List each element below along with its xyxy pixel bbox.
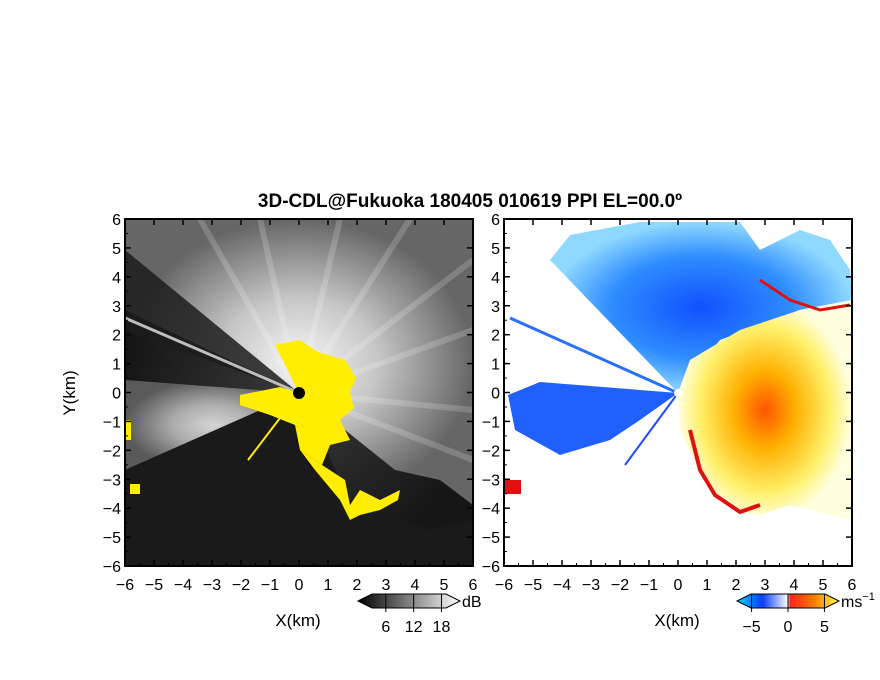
right-edge-echo	[505, 480, 521, 494]
left-north-dark-wedge	[125, 250, 299, 393]
left-plot-area	[125, 219, 473, 566]
y-tick-label: −4	[103, 501, 121, 518]
x-tick-label: −4	[174, 577, 192, 594]
x-tick-label: 0	[674, 577, 683, 594]
colorbar-velocity: −5 0 5 ms−1	[735, 591, 875, 636]
y-tick-label: −2	[103, 443, 121, 460]
y-tick-label: 2	[491, 328, 500, 345]
y-tick-label: 6	[112, 212, 121, 229]
y-tick-label: 6	[491, 212, 500, 229]
left-xlabel: X(km)	[275, 611, 320, 630]
x-tick-label: 5	[440, 577, 449, 594]
y-tick-label: 3	[491, 299, 500, 316]
x-tick-label: −3	[582, 577, 600, 594]
x-tick-label: 3	[382, 577, 391, 594]
y-tick-label: −3	[482, 472, 500, 489]
x-tick-label: −6	[495, 577, 513, 594]
right-red-northeast	[759, 278, 851, 312]
x-tick-label: 2	[732, 577, 741, 594]
colorbar-tick-label: 5	[820, 619, 829, 636]
y-tick-label: −3	[103, 472, 121, 489]
colorbar-tick-label: 12	[405, 619, 423, 636]
x-tick-label: 6	[469, 577, 478, 594]
right-beam-trace	[509, 316, 679, 395]
left-panel: −6 −5 −4 −3 −2 −1 0 1 2 3 4 5 6 −6 −5 −4 −3 −2 −1 0 1 2 3 4 5 6 X…	[60, 212, 478, 630]
y-tick-label: 4	[491, 270, 500, 287]
left-beam-trace	[125, 316, 300, 395]
y-tick-label: 2	[112, 328, 121, 345]
left-edge-echo-2	[130, 484, 140, 494]
x-tick-label: 1	[703, 577, 712, 594]
colorbar-db-unit: dB	[462, 594, 482, 611]
x-tick-label: −4	[553, 577, 571, 594]
right-red-rim	[688, 429, 761, 515]
x-tick-label: 1	[324, 577, 333, 594]
x-tick-label: 4	[411, 577, 420, 594]
left-edge-echo	[125, 420, 131, 440]
colorbar-velocity-unit: ms−1	[841, 591, 875, 611]
y-tick-label: 4	[112, 270, 121, 287]
x-tick-label: −5	[524, 577, 542, 594]
y-tick-label: −1	[103, 414, 121, 431]
x-tick-label: −3	[203, 577, 221, 594]
y-tick-label: −4	[482, 501, 500, 518]
y-tick-label: 0	[112, 386, 121, 403]
y-tick-label: 1	[112, 357, 121, 374]
y-tick-label: 5	[491, 241, 500, 258]
right-origin-marker	[674, 389, 682, 397]
x-tick-label: 0	[295, 577, 304, 594]
x-tick-label: −1	[261, 577, 279, 594]
right-north-cool-sector	[550, 222, 852, 393]
y-tick-label: −1	[482, 414, 500, 431]
right-plot-area	[504, 219, 852, 566]
colorbar-velocity-unit-base: ms	[841, 594, 862, 611]
right-axes: −6 −5 −4 −3 −2 −1 0 1 2 3 4 5 6 −6 −5 −4 −3 −2 −1 0 1 2 3 4 5 6	[482, 212, 857, 594]
right-panel: −6 −5 −4 −3 −2 −1 0 1 2 3 4 5 6 −6 −5 −4 −3 −2 −1 0 1 2 3 4 5 6 X…	[482, 212, 857, 630]
chart-title: 3D-CDL@Fukuoka 180405 010619 PPI EL=00.0…	[258, 191, 682, 212]
y-tick-label: 5	[112, 241, 121, 258]
x-tick-label: −2	[611, 577, 629, 594]
y-tick-label: −6	[482, 559, 500, 576]
colorbar-tick-label: 18	[433, 619, 451, 636]
left-yellow-rim	[300, 450, 400, 520]
left-axes: −6 −5 −4 −3 −2 −1 0 1 2 3 4 5 6 −6 −5 −4 −3 −2 −1 0 1 2 3 4 5 6	[103, 212, 478, 594]
y-tick-label: −6	[103, 559, 121, 576]
right-sw-trace	[624, 392, 679, 466]
y-tick-label: −5	[103, 530, 121, 547]
left-yellow-near-field	[240, 340, 356, 465]
right-east-warm-sector	[678, 300, 852, 520]
y-tick-label: 3	[112, 299, 121, 316]
radar-origin-marker	[293, 387, 305, 399]
right-west-cool-sector	[508, 382, 678, 455]
colorbar-velocity-unit-exponent: −1	[862, 591, 875, 603]
y-tick-label: 1	[491, 357, 500, 374]
left-south-dark-region	[125, 393, 473, 566]
x-tick-label: −6	[116, 577, 134, 594]
colorbar-db: 6 12 18 dB	[356, 593, 482, 636]
colorbar-tick-label: 6	[381, 619, 390, 636]
colorbar-tick-label: 0	[784, 619, 793, 636]
x-tick-label: −1	[640, 577, 658, 594]
colorbar-velocity-ticks: −5 0 5	[742, 594, 829, 636]
y-tick-label: −2	[482, 443, 500, 460]
left-ylabel: Y(km)	[60, 370, 79, 415]
y-tick-label: −5	[482, 530, 500, 547]
x-tick-label: 3	[761, 577, 770, 594]
x-tick-label: −5	[145, 577, 163, 594]
colorbar-db-bar	[356, 593, 462, 609]
x-tick-label: 4	[790, 577, 799, 594]
colorbar-tick-label: −5	[742, 619, 760, 636]
x-tick-label: 5	[819, 577, 828, 594]
x-tick-label: 6	[848, 577, 857, 594]
x-tick-label: −2	[232, 577, 250, 594]
x-tick-label: 2	[353, 577, 362, 594]
right-xlabel: X(km)	[654, 611, 699, 630]
colorbar-db-ticks: 6 12 18	[381, 594, 450, 636]
y-tick-label: 0	[491, 386, 500, 403]
